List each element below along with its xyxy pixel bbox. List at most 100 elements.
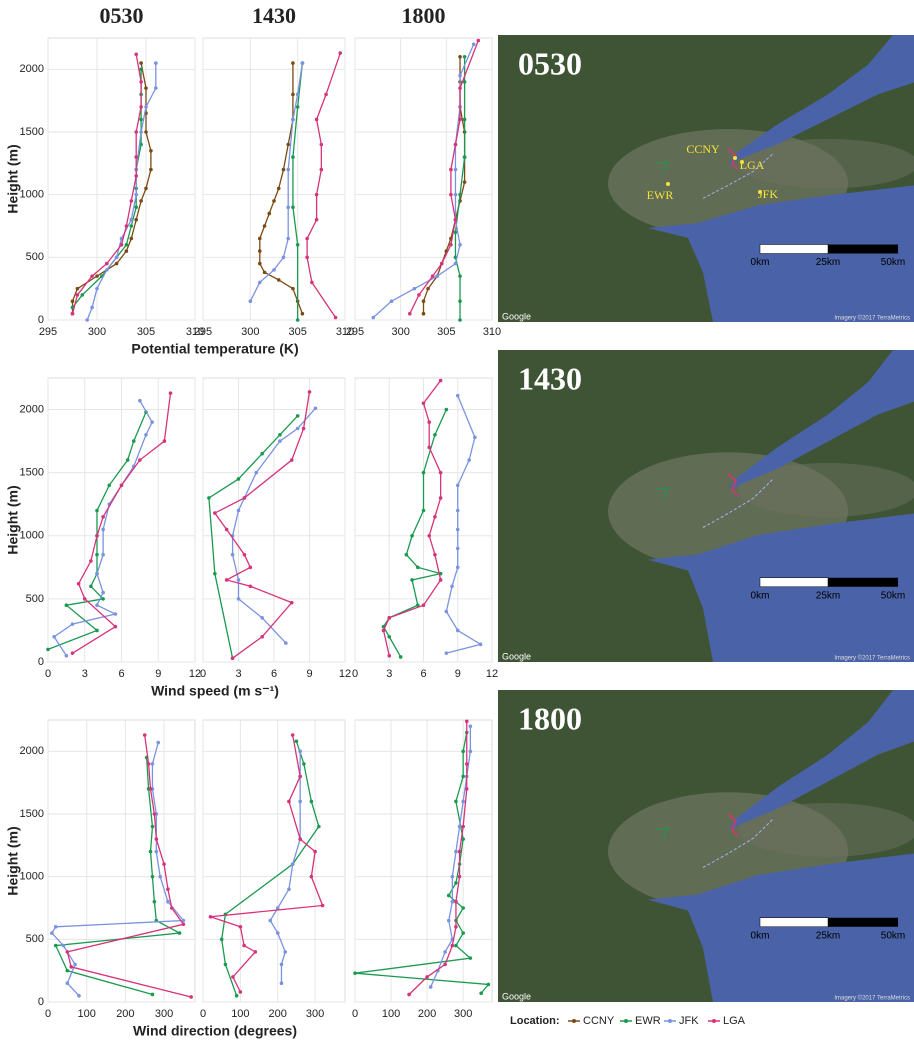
profile-point — [319, 142, 324, 147]
profile-point — [230, 656, 235, 661]
profile-point — [89, 559, 93, 563]
profile-point — [101, 597, 105, 601]
profile-point — [313, 849, 317, 854]
profile-point — [286, 205, 291, 209]
profile-point — [462, 80, 467, 84]
profile-point — [289, 600, 294, 605]
profile-point — [295, 426, 300, 431]
profile-point — [458, 318, 462, 322]
profile-point — [457, 874, 462, 879]
profile-point — [450, 584, 454, 589]
profile-point — [387, 616, 392, 620]
urban-area — [738, 138, 914, 189]
profile-point — [290, 862, 295, 866]
profile-point — [95, 603, 99, 607]
profile-point — [119, 243, 124, 247]
profile-point — [287, 887, 291, 891]
profile-point — [287, 799, 291, 804]
profile-point — [231, 975, 235, 979]
profile-point — [260, 451, 264, 456]
profile-point — [144, 130, 148, 134]
x-tick-label: 300 — [306, 1008, 324, 1020]
x-tick-label: 310 — [336, 326, 354, 338]
profile-point — [105, 261, 109, 266]
profile-point — [300, 61, 305, 65]
profile-point — [291, 205, 295, 209]
profile-point — [236, 597, 241, 601]
scale-bar — [759, 577, 829, 588]
profile-point — [281, 255, 286, 260]
x-tick-label: 310 — [483, 326, 501, 338]
profile-point — [70, 311, 75, 316]
profile-point — [276, 186, 281, 191]
sound — [728, 350, 914, 490]
profile-point — [70, 651, 75, 655]
profile-point — [313, 406, 318, 411]
profile-point — [426, 286, 430, 291]
profile-point — [144, 105, 148, 109]
y-tick-label: 1000 — [20, 189, 44, 201]
profile-point — [150, 824, 155, 829]
x-tick-label: 3 — [82, 668, 88, 680]
plot-frame — [354, 37, 493, 321]
legend-marker — [572, 1019, 576, 1023]
profile-line — [382, 380, 442, 656]
profile-point — [454, 849, 458, 854]
profile-point — [464, 719, 469, 724]
profile-point — [333, 315, 338, 320]
profile-point — [150, 874, 155, 879]
profile-point — [53, 943, 58, 948]
profile-point — [242, 552, 247, 557]
profile-point — [295, 92, 300, 97]
profile-point — [295, 414, 300, 418]
x-tick-label: 200 — [418, 1008, 436, 1020]
profile-point — [453, 217, 458, 222]
y-tick-label: 2000 — [20, 403, 44, 415]
profile-point — [181, 922, 186, 927]
profile-point — [101, 527, 105, 532]
profile-point — [146, 762, 151, 766]
x-tick-label: 295 — [194, 326, 212, 338]
x-tick-label: 0 — [45, 1008, 51, 1020]
x-tick-label: 3 — [235, 668, 241, 680]
profile-point — [278, 433, 282, 437]
x-tick-label: 9 — [306, 668, 312, 680]
profile-point — [454, 925, 458, 929]
profile-point — [455, 483, 460, 488]
profile-point — [53, 925, 58, 929]
profile-line — [454, 56, 466, 320]
profile-point — [371, 315, 376, 320]
profile-point — [450, 874, 455, 879]
profile-point — [95, 571, 99, 576]
profile-point — [69, 965, 74, 969]
x-tick-label: 310 — [186, 326, 204, 338]
profile-point — [319, 167, 324, 172]
scale-bar — [759, 244, 829, 254]
profile-point — [438, 496, 443, 500]
scale-label: 25km — [816, 590, 840, 601]
profile-point — [95, 533, 99, 538]
profile-point — [152, 899, 157, 904]
profile-point — [281, 167, 286, 172]
x-tick-label: 300 — [88, 326, 106, 338]
map-time: 1430 — [518, 360, 582, 396]
profile-point — [166, 887, 170, 891]
profile-point — [144, 433, 148, 437]
profile-point — [310, 280, 314, 285]
profile-point — [236, 477, 241, 481]
profile-line — [408, 721, 468, 995]
y-tick-label: 2000 — [20, 63, 44, 75]
profile-point — [268, 918, 273, 923]
scale-label: 50km — [881, 590, 905, 601]
profile-point — [279, 962, 284, 967]
profile-point — [486, 982, 491, 987]
place-dot — [666, 182, 670, 186]
scale-label: 0km — [751, 257, 770, 268]
profile-point — [162, 439, 167, 443]
profile-point — [425, 975, 429, 979]
profile-point — [144, 186, 148, 191]
x-tick-label: 305 — [288, 326, 306, 338]
profile-point — [272, 199, 276, 203]
profile-point — [455, 393, 460, 398]
map-credit: Google — [502, 991, 531, 1001]
